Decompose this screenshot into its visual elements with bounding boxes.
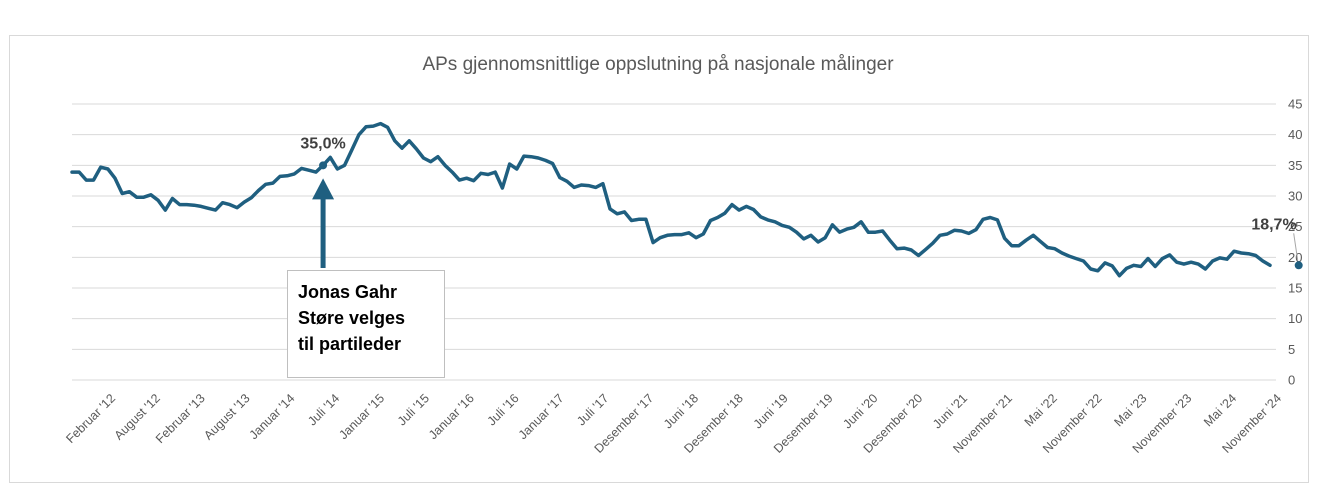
y-tick-label: 45: [1288, 97, 1302, 112]
data-label: 18,7%: [1251, 216, 1296, 233]
gridlines: [72, 103, 1276, 381]
x-tick-label: Juni '18: [661, 391, 701, 431]
y-tick-label: 25: [1288, 219, 1302, 234]
data-labels: 35,0% 18,7%: [300, 135, 1303, 270]
x-tick-label: Juni '21: [930, 391, 970, 431]
annotation-box: Jonas Gahr Støre velges til partileder: [287, 270, 445, 378]
y-tick-label: 5: [1288, 342, 1295, 357]
data-point-marker: [319, 161, 328, 170]
x-tick-label: Juli '14: [305, 391, 342, 428]
x-tick-label: Januar '17: [516, 391, 567, 442]
x-tick-label: Mai '23: [1111, 391, 1149, 429]
y-tick-label: 30: [1288, 189, 1302, 204]
arrow-head: [312, 178, 335, 200]
y-axis-ticks: 0 5 10 15 20 25 30 35 40 45: [1288, 97, 1302, 388]
x-tick-label: Januar '15: [336, 391, 387, 442]
y-tick-label: 0: [1288, 373, 1295, 388]
series-line: [70, 121, 1272, 278]
data-label-leader: [1293, 233, 1299, 261]
data-point-marker: [1294, 261, 1303, 270]
x-tick-label: Juli '16: [485, 391, 522, 428]
y-tick-label: 10: [1288, 311, 1302, 326]
x-tick-label: Juni '19: [751, 391, 791, 431]
annotation-arrow: [312, 178, 335, 268]
x-tick-label: Januar '14: [247, 391, 298, 442]
y-tick-label: 40: [1288, 127, 1302, 142]
x-tick-label: Juli '15: [395, 391, 432, 428]
y-tick-label: 20: [1288, 250, 1302, 265]
x-tick-label: Juni '20: [840, 391, 880, 431]
annotation-text: Jonas Gahr Støre velges til partileder: [298, 282, 406, 354]
x-tick-label: Mai '22: [1022, 391, 1060, 429]
x-tick-label: August '13: [201, 391, 252, 442]
x-tick-label: Juli '17: [574, 391, 611, 428]
data-label: 35,0%: [300, 135, 345, 152]
chart-frame: [9, 35, 1309, 483]
y-tick-label: 15: [1288, 281, 1302, 296]
chart-title: APs gjennomsnittlige oppslutning på nasj…: [422, 54, 894, 75]
y-tick-label: 35: [1288, 158, 1302, 173]
x-tick-label: Mai '24: [1201, 391, 1239, 429]
x-tick-label: Januar '16: [426, 391, 477, 442]
series-group: [70, 121, 1272, 278]
x-tick-label: Februar '12: [63, 391, 118, 446]
